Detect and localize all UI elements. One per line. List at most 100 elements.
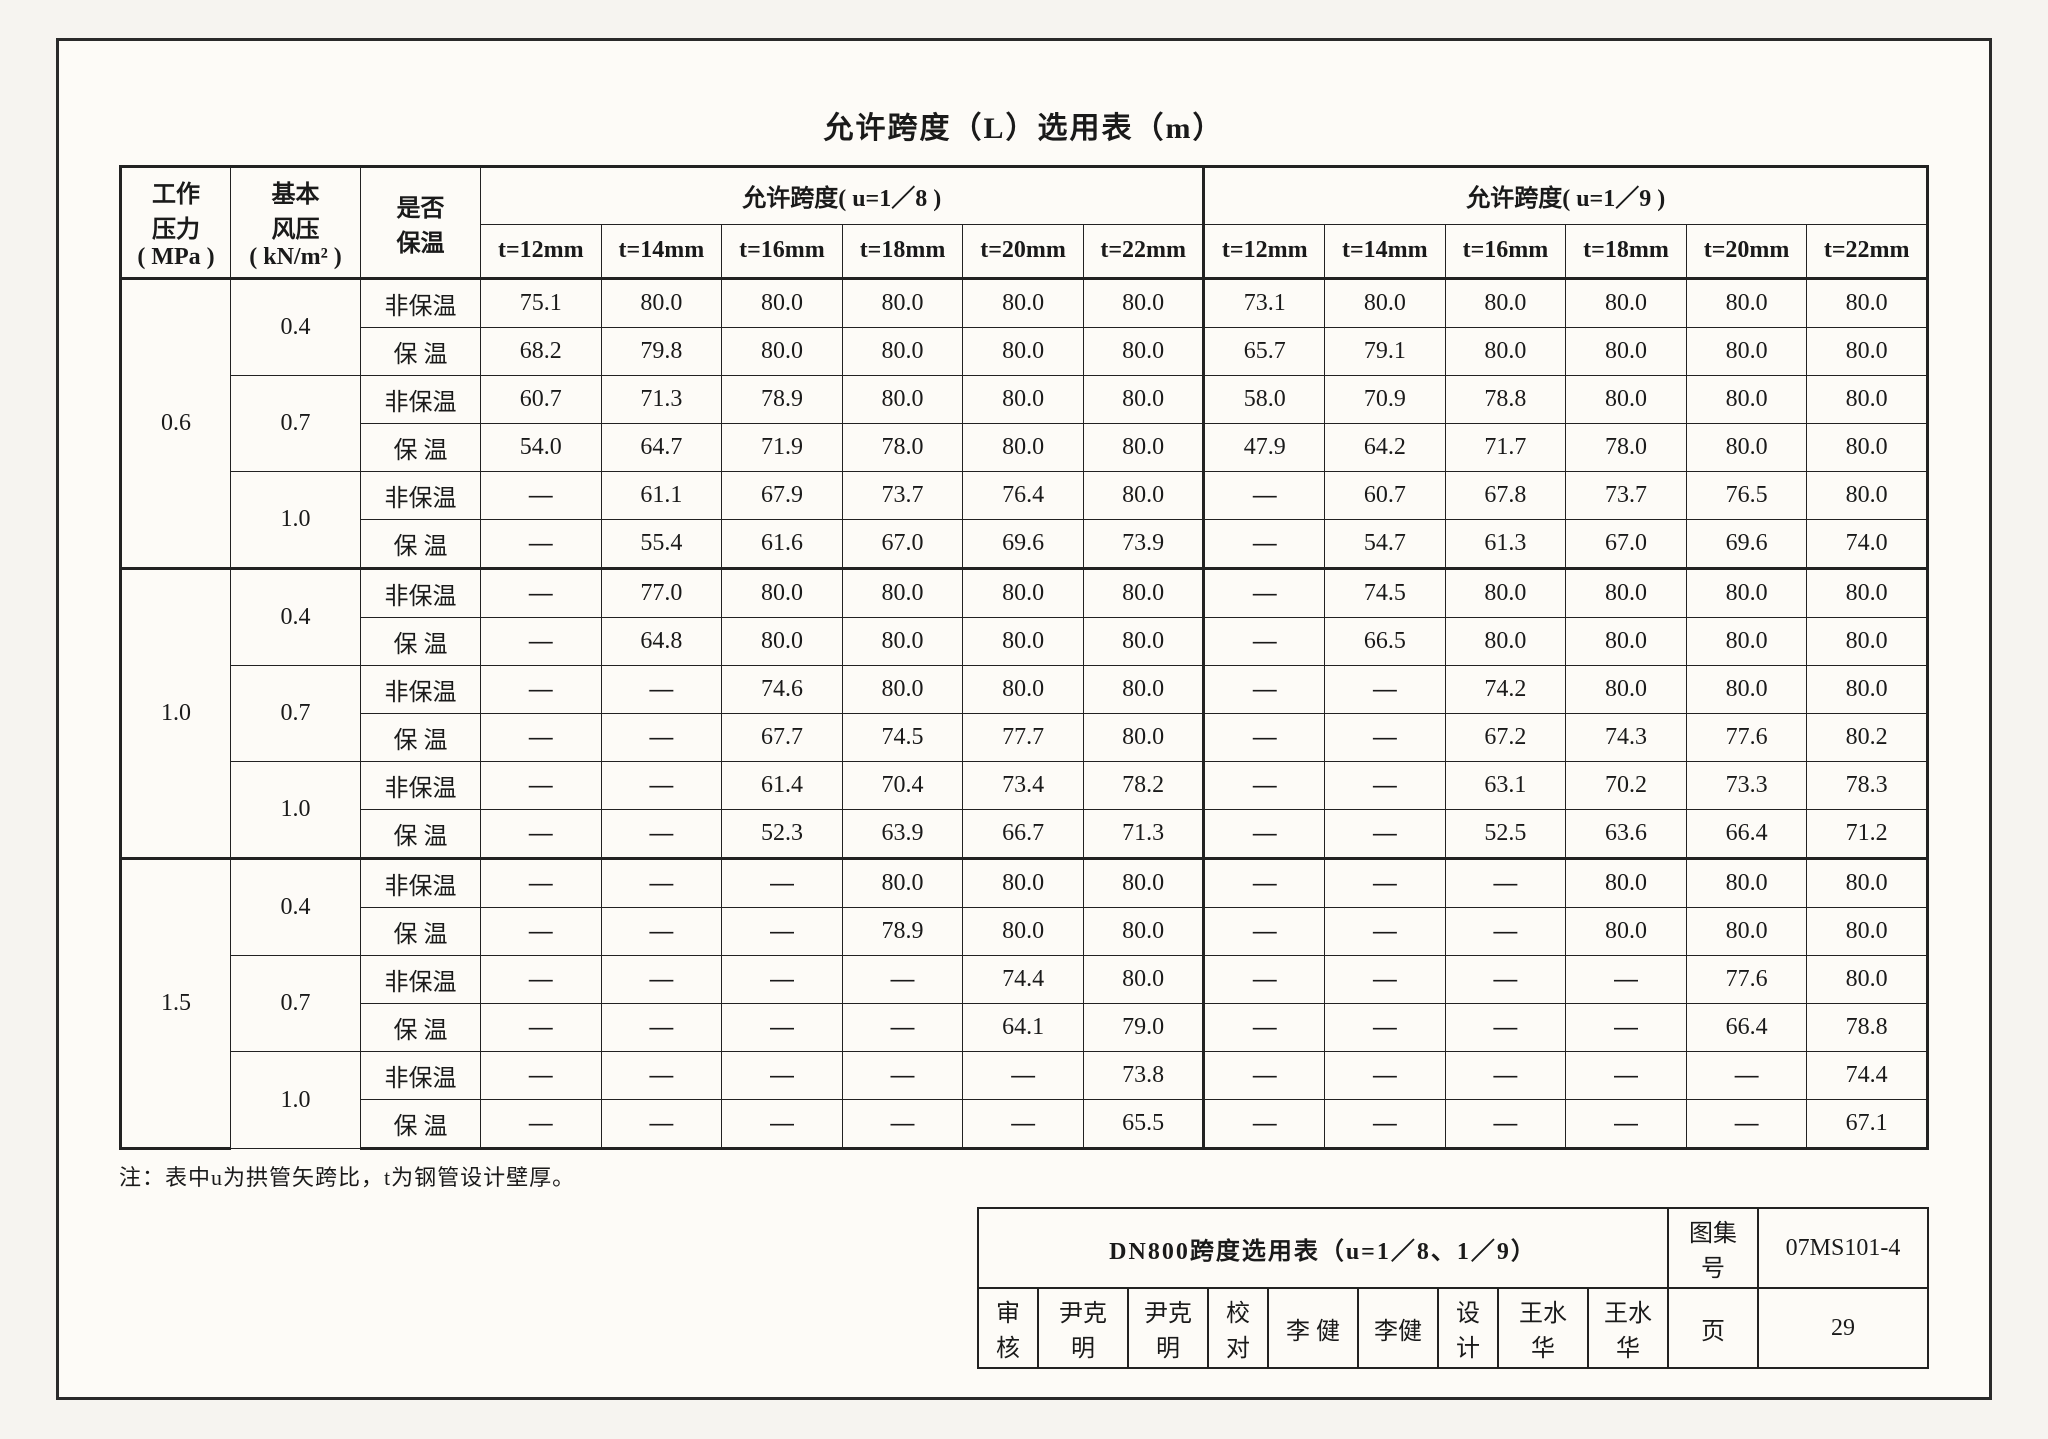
cell-insulation: 非保温 <box>361 376 481 424</box>
cell-value: 80.0 <box>963 279 1084 328</box>
cell-value: — <box>481 714 602 762</box>
cell-value: — <box>1204 1004 1325 1052</box>
cell-value: 71.7 <box>1445 424 1566 472</box>
cell-insulation: 保 温 <box>361 1100 481 1149</box>
cell-value: 76.4 <box>963 472 1084 520</box>
cell-mpa: 1.5 <box>121 859 231 1149</box>
cell-value: — <box>1686 1100 1807 1149</box>
cell-value: 73.9 <box>1083 520 1204 569</box>
cell-mpa: 0.6 <box>121 279 231 569</box>
cell-value: 80.0 <box>1686 376 1807 424</box>
check-signature: 李健 <box>1358 1288 1438 1368</box>
cell-value: 80.0 <box>963 618 1084 666</box>
cell-value: — <box>1204 908 1325 956</box>
cell-value: — <box>1204 666 1325 714</box>
cell-value: 64.7 <box>601 424 722 472</box>
footnote: 注：表中u为拱管矢跨比，t为钢管设计壁厚。 <box>119 1160 1929 1192</box>
cell-value: — <box>601 956 722 1004</box>
cell-value: 80.0 <box>1807 956 1928 1004</box>
cell-value: 74.4 <box>1807 1052 1928 1100</box>
cell-value: — <box>1325 859 1446 908</box>
cell-value: 80.0 <box>722 618 843 666</box>
cell-value: — <box>1566 1100 1687 1149</box>
cell-value: — <box>722 1100 843 1149</box>
cell-value: 80.0 <box>1445 618 1566 666</box>
cell-wind: 0.7 <box>231 956 361 1052</box>
cell-value: — <box>481 908 602 956</box>
cell-value: 80.0 <box>1445 328 1566 376</box>
cell-value: 70.9 <box>1325 376 1446 424</box>
cell-value: — <box>1325 762 1446 810</box>
cell-value: 78.0 <box>842 424 963 472</box>
cell-value: — <box>1445 956 1566 1004</box>
hdr-tcol: t=22mm <box>1807 224 1928 278</box>
cell-insulation: 保 温 <box>361 520 481 569</box>
cell-value: — <box>1204 859 1325 908</box>
hdr-tcol: t=20mm <box>963 224 1084 278</box>
cell-value: 75.1 <box>481 279 602 328</box>
cell-value: 64.8 <box>601 618 722 666</box>
cell-value: 80.0 <box>1083 569 1204 618</box>
cell-value: 69.6 <box>1686 520 1807 569</box>
cell-value: 80.0 <box>963 424 1084 472</box>
cell-value: 70.2 <box>1566 762 1687 810</box>
cell-value: 80.0 <box>1807 569 1928 618</box>
cell-value: — <box>481 472 602 520</box>
set-label: 图集号 <box>1668 1208 1758 1288</box>
cell-value: 77.6 <box>1686 956 1807 1004</box>
cell-value: 76.5 <box>1686 472 1807 520</box>
hdr-tcol: t=14mm <box>1325 224 1446 278</box>
span-table: 工作 压力 ( MPa ) 基本 风压 ( kN/m² ) 是否 保温 允许跨度… <box>119 165 1929 1150</box>
cell-value: — <box>481 1052 602 1100</box>
cell-value: — <box>1325 908 1446 956</box>
cell-value: 80.0 <box>1807 328 1928 376</box>
cell-value: — <box>1325 1100 1446 1149</box>
hdr-span-18: 允许跨度( u=1／8 ) <box>481 167 1204 225</box>
cell-value: — <box>1445 859 1566 908</box>
cell-value: 80.0 <box>1686 666 1807 714</box>
cell-value: — <box>1204 762 1325 810</box>
hdr-tcol: t=12mm <box>481 224 602 278</box>
cell-value: — <box>1325 1004 1446 1052</box>
cell-value: 80.0 <box>1566 376 1687 424</box>
cell-value: 80.2 <box>1807 714 1928 762</box>
cell-wind: 1.0 <box>231 762 361 859</box>
cell-value: 80.0 <box>963 328 1084 376</box>
cell-value: 80.0 <box>842 376 963 424</box>
cell-value: 80.0 <box>722 328 843 376</box>
cell-value: 80.0 <box>1083 472 1204 520</box>
cell-value: 47.9 <box>1204 424 1325 472</box>
cell-value: 52.5 <box>1445 810 1566 859</box>
cell-value: — <box>481 956 602 1004</box>
cell-value: — <box>601 1100 722 1149</box>
cell-value: 80.0 <box>1566 618 1687 666</box>
cell-value: 63.9 <box>842 810 963 859</box>
cell-value: 80.0 <box>1083 424 1204 472</box>
cell-value: 65.5 <box>1083 1100 1204 1149</box>
cell-value: — <box>481 1100 602 1149</box>
page-label: 页 <box>1668 1288 1758 1368</box>
cell-value: 80.0 <box>1083 328 1204 376</box>
table-body: 0.60.4非保温75.180.080.080.080.080.073.180.… <box>121 279 1928 1149</box>
cell-value: 80.0 <box>1807 666 1928 714</box>
cell-value: 73.3 <box>1686 762 1807 810</box>
cell-value: 67.1 <box>1807 1100 1928 1149</box>
cell-insulation: 非保温 <box>361 569 481 618</box>
cell-value: 74.0 <box>1807 520 1928 569</box>
cell-value: 68.2 <box>481 328 602 376</box>
cell-value: 80.0 <box>1686 569 1807 618</box>
hdr-tcol: t=16mm <box>1445 224 1566 278</box>
cell-value: — <box>842 1052 963 1100</box>
cell-value: 73.1 <box>1204 279 1325 328</box>
cell-value: 78.2 <box>1083 762 1204 810</box>
cell-value: — <box>481 762 602 810</box>
cell-value: — <box>722 859 843 908</box>
cell-value: 80.0 <box>1083 376 1204 424</box>
hdr-span-19: 允许跨度( u=1／9 ) <box>1204 167 1928 225</box>
cell-value: 79.0 <box>1083 1004 1204 1052</box>
cell-value: 74.3 <box>1566 714 1687 762</box>
cell-value: — <box>1566 1004 1687 1052</box>
hdr-tcol: t=16mm <box>722 224 843 278</box>
cell-value: 66.4 <box>1686 810 1807 859</box>
cell-mpa: 1.0 <box>121 569 231 859</box>
